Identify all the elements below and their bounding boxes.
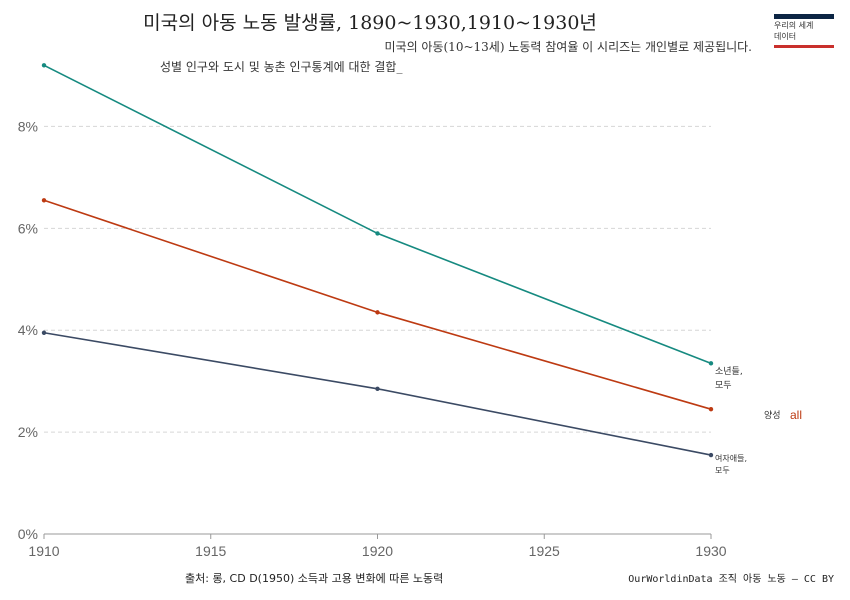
- data-point[interactable]: [41, 330, 47, 335]
- data-point[interactable]: [708, 406, 714, 412]
- logo-line1: 우리의 세계: [774, 21, 814, 30]
- data-point[interactable]: [41, 198, 47, 203]
- y-tick-label: 0%: [18, 526, 38, 542]
- label-both-line2: all: [790, 408, 802, 422]
- label-girls-line2: 모두: [715, 466, 730, 475]
- x-tick-label: 1910: [28, 543, 59, 559]
- data-point[interactable]: [708, 361, 714, 366]
- data-point[interactable]: [375, 386, 380, 391]
- owid-logo[interactable]: 우리의 세계 데이터: [774, 14, 834, 48]
- x-tick-label: 1930: [695, 543, 726, 559]
- chart-title: 미국의 아동 노동 발생률, 1890~1930,1910~1930년: [143, 12, 597, 34]
- data-point[interactable]: [375, 310, 380, 315]
- label-both-line1: 양성: [764, 410, 781, 421]
- source-note: 출처: 롱, CD D(1950) 소득과 고용 변화에 따른 노동력: [185, 572, 444, 585]
- chart-subtitle: 미국의 아동(10~13세) 노동력 참여율 이 시리즈는 개인별로 제공됩니다…: [384, 40, 752, 54]
- x-tick-label: 1925: [529, 543, 560, 559]
- x-tick-labels: 1910 1915 1920 1925 1930: [28, 534, 727, 559]
- data-point[interactable]: [708, 452, 714, 458]
- series-lines: [41, 63, 714, 458]
- y-tick-label: 6%: [18, 220, 38, 236]
- grid-lines: [44, 125, 711, 433]
- x-tick-label: 1920: [362, 543, 393, 559]
- label-boys-line1: 소년들,: [715, 366, 743, 377]
- data-point[interactable]: [375, 231, 380, 236]
- series-line[interactable]: [43, 64, 712, 365]
- logo-line2: 데이터: [774, 32, 797, 41]
- x-tick-label: 1915: [195, 543, 226, 559]
- credit-note: OurWorldinData 조직 아동 노동 – CC BY: [628, 574, 834, 585]
- y-tick-labels: 0% 2% 4% 6% 8%: [18, 118, 38, 542]
- data-point[interactable]: [41, 63, 47, 68]
- y-tick-label: 2%: [18, 424, 38, 440]
- label-girls-line1: 여자애들,: [715, 453, 747, 463]
- y-tick-label: 8%: [18, 118, 38, 134]
- y-tick-label: 4%: [18, 322, 38, 338]
- chart-subtitle-line2: 성별 인구와 도시 및 농촌 인구통계에 대한 결합_: [160, 60, 403, 74]
- label-boys-line2: 모두: [715, 380, 732, 391]
- series-line[interactable]: [43, 331, 712, 456]
